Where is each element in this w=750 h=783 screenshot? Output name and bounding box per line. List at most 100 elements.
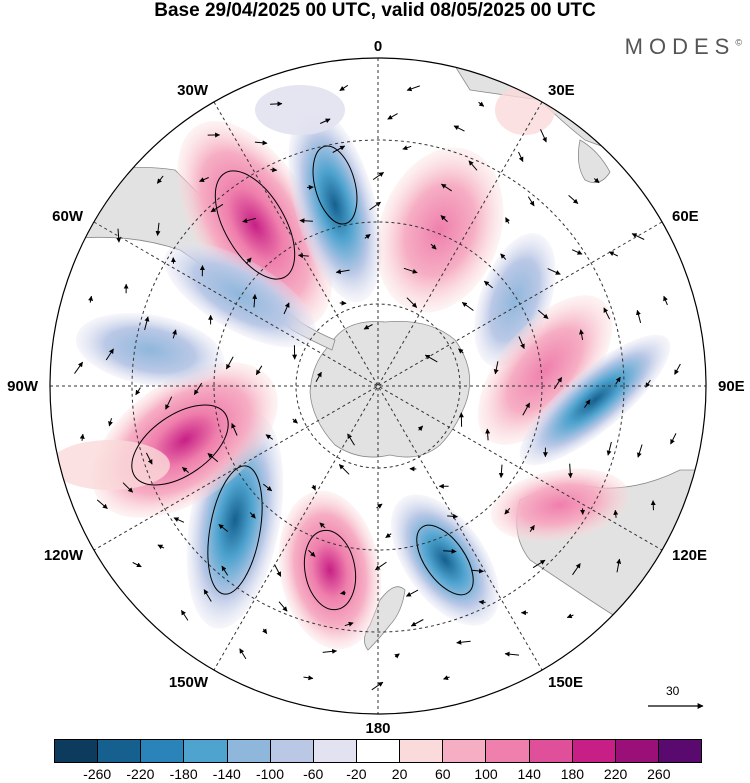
wind-vector (410, 619, 424, 627)
wind-vector (443, 548, 457, 554)
wind-vector (406, 297, 418, 308)
wind-vector (338, 464, 350, 475)
label-0: 0 (374, 38, 382, 55)
wind-vector (207, 453, 219, 463)
wind-vector (608, 251, 619, 257)
wind-vector (255, 365, 263, 376)
contour-blue-pacific (207, 465, 263, 595)
colorbar-tick-label: -220 (126, 766, 155, 782)
wind-vector (504, 651, 520, 657)
wind-vector (402, 145, 412, 151)
wind-vector (308, 549, 316, 557)
colorbar-swatch (269, 740, 313, 762)
new-zealand-land (364, 586, 406, 651)
wind-vector (478, 101, 485, 107)
colorbar-swatch (140, 740, 184, 762)
wind-vector (108, 418, 113, 427)
wind-vector (636, 444, 643, 458)
colorbar-tick-label: -100 (255, 766, 285, 782)
wind-vector (374, 561, 387, 571)
wind-vector (156, 175, 164, 184)
colorbar-swatch (312, 740, 356, 762)
wind-vector (88, 295, 94, 303)
colorbar-ticks: -260 -220 -180 -140 -100 -60 -20 20 60 100 140 180 2… (0, 766, 750, 783)
wind-vector (339, 84, 349, 92)
colorbar-swatch (183, 740, 227, 762)
wind-vector (155, 222, 161, 236)
wind-vector (221, 565, 229, 576)
colorbar-tick-label: -140 (212, 766, 241, 782)
wind-vector (364, 233, 371, 240)
label-60w: 60W (52, 208, 84, 225)
label-90w: 90W (7, 378, 39, 395)
colorbar-swatch (97, 740, 141, 762)
wind-vector (650, 500, 656, 511)
colorbar-tick-label: -180 (169, 766, 198, 782)
wind-vector (529, 524, 535, 532)
brand-mark: © (735, 37, 742, 48)
latitude-circle (131, 139, 625, 633)
wind-vector (165, 396, 173, 410)
wind-vector (283, 302, 290, 315)
wind-vector (157, 544, 165, 550)
colorbar-swatch (226, 740, 270, 762)
wind-vector (180, 609, 189, 621)
anomaly-pink-indian (477, 295, 613, 445)
wind-vector (376, 503, 383, 509)
colorbar-swatch (355, 740, 400, 762)
wind-vector (532, 559, 546, 569)
map-title: Base 29/04/2025 00 UTC, valid 08/05/2025… (154, 0, 596, 21)
label-30w: 30W (177, 82, 209, 99)
wind-vector (239, 648, 247, 660)
wind-vector (262, 483, 273, 492)
contour-pink-atlantic (214, 170, 296, 280)
brand-text: MODES (624, 34, 736, 59)
wind-vector (307, 184, 314, 190)
wind-vector (79, 433, 85, 441)
wind-vector (332, 145, 346, 153)
wind-vector (303, 675, 314, 681)
wind-vector (203, 589, 212, 602)
anomaly-field (50, 85, 671, 650)
label-90e: 90E (718, 378, 745, 395)
wind-vector (315, 371, 322, 382)
wind-vector (292, 418, 298, 424)
wind-vector (122, 482, 134, 493)
wind-vector (483, 280, 494, 289)
anomaly-blue-atlantic (288, 107, 382, 303)
wind-vectors (74, 84, 681, 691)
wind-vector (371, 681, 384, 691)
wind-vector (116, 228, 122, 243)
wind-vector (405, 589, 419, 597)
wind-vector (105, 348, 114, 361)
wind-vector (593, 177, 600, 184)
wind-vector (274, 564, 282, 577)
meridian-line (213, 101, 543, 671)
wind-vector (572, 563, 581, 576)
meridian-line (93, 221, 663, 551)
wind-vector (663, 295, 668, 306)
wind-vector (417, 425, 424, 431)
wind-vector (670, 433, 677, 445)
wind-vector (500, 253, 507, 260)
wind-vector (335, 269, 350, 275)
wind-vector (278, 601, 288, 612)
wind-vector (567, 463, 573, 479)
modes-logo: MODES© (625, 34, 742, 60)
wind-vector (571, 249, 583, 255)
wind-vector (372, 171, 385, 181)
wind-vector (613, 509, 619, 518)
wind-vector (262, 628, 268, 635)
wind-vector (440, 215, 448, 223)
wind-vector (505, 217, 510, 224)
longitude-labels: 0 30E 60E 90E 120E 150E 180 150W 120W 90… (7, 38, 745, 737)
wind-vector (631, 233, 645, 240)
colorbar-tick-label: -20 (346, 766, 367, 782)
wind-vector (242, 217, 257, 224)
wind-vector (443, 675, 450, 680)
wind-vector (298, 253, 309, 259)
anomaly-pink-pacific (278, 490, 382, 650)
wind-vector (584, 399, 591, 408)
graticule (50, 58, 706, 714)
